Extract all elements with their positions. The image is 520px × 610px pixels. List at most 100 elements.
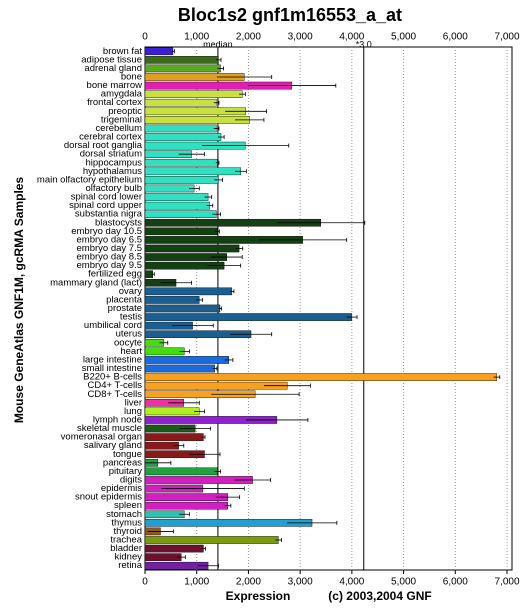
- y-tick-label: bone: [121, 72, 142, 83]
- bar: [144, 210, 217, 218]
- y-tick-label: embryo day 6.5: [77, 234, 142, 245]
- y-tick-label: spleen: [114, 500, 142, 511]
- y-tick-label: adrenal gland: [84, 63, 142, 74]
- bar: [144, 64, 221, 73]
- y-tick-label: spinal cord upper: [69, 200, 142, 211]
- y-tick-label: heart: [120, 346, 142, 357]
- bar: [144, 133, 222, 141]
- x-tick-label-top: 6,000: [443, 32, 468, 43]
- x-tick-label-top: 4,000: [339, 32, 364, 43]
- y-tick-label: substantia nigra: [75, 209, 143, 220]
- x-tick-label: 5,000: [391, 577, 416, 588]
- y-tick-label: embryo day 9.5: [77, 260, 142, 271]
- y-tick-label: pituitary: [109, 466, 143, 477]
- bar: [144, 184, 195, 193]
- x-tick-label: 1,000: [184, 577, 209, 588]
- y-tick-label: hypothalamus: [83, 166, 142, 177]
- bar: [144, 47, 174, 56]
- y-tick-label: cerebral cortex: [79, 132, 142, 143]
- y-tick-label: trigeminal: [101, 114, 142, 125]
- y-tick-label: preoptic: [108, 106, 142, 117]
- bar: [144, 124, 217, 133]
- x-tick-label-top: 3,000: [288, 32, 313, 43]
- bar: [144, 296, 200, 304]
- bar: [144, 519, 313, 527]
- y-tick-label: bone marrow: [87, 80, 143, 91]
- y-tick-label: hippocampus: [85, 157, 142, 168]
- bar: [144, 356, 229, 364]
- y-tick-label: cerebellum: [96, 123, 143, 134]
- bar: [144, 227, 218, 236]
- y-tick-label: dorsal striatum: [80, 149, 142, 160]
- y-tick-label: spinal cord lower: [71, 192, 142, 203]
- y-tick-label: kidney: [115, 552, 143, 563]
- bar: [144, 116, 250, 124]
- bar: [144, 544, 204, 553]
- x-tick-label-top: 0: [142, 32, 148, 43]
- bar: [144, 176, 219, 184]
- y-tick-label: adipose tissue: [81, 54, 142, 65]
- bar: [144, 373, 497, 381]
- y-tick-label: vomeronasal organ: [61, 432, 142, 443]
- y-tick-label: fertilized egg: [88, 269, 142, 280]
- y-tick-label: mammary gland (lact): [50, 277, 142, 288]
- y-tick-label: trachea: [110, 535, 142, 546]
- x-tick-label: 0: [142, 577, 148, 588]
- y-tick-label: B220+ B-cells: [83, 372, 142, 383]
- y-tick-label: CD4+ T-cells: [88, 380, 143, 391]
- bar: [144, 433, 204, 441]
- y-tick-label: large intestine: [83, 354, 142, 365]
- bar: [144, 364, 216, 373]
- y-tick-label: blastocysts: [95, 217, 142, 228]
- bar: [144, 510, 185, 519]
- bar: [144, 90, 243, 98]
- y-tick-label: CD8+ T-cells: [88, 389, 143, 400]
- y-tick-label: ovary: [119, 286, 142, 297]
- y-tick-label: salivary gland: [84, 440, 142, 451]
- x-tick-label: 3,000: [288, 577, 313, 588]
- y-tick-label: snout epidermis: [75, 492, 142, 503]
- y-axis-title: Mouse GeneAtlas GNF1M, gcRMA Samples: [12, 177, 26, 424]
- bar: [144, 407, 200, 416]
- x-tick-label-top: 5,000: [391, 32, 416, 43]
- bar: [144, 493, 228, 501]
- x-tick-label-top: 1,000: [184, 32, 209, 43]
- x-axis-title: Expression: [226, 589, 291, 603]
- y-tick-label: placenta: [106, 294, 143, 305]
- bar: [144, 313, 353, 321]
- y-tick-label: amygdala: [101, 89, 143, 100]
- y-tick-label: tongue: [113, 449, 142, 460]
- y-tick-label: brown fat: [103, 46, 142, 57]
- y-tick-label: thyroid: [113, 526, 142, 537]
- y-tick-label: stomach: [106, 509, 142, 520]
- x-tick-label: 4,000: [339, 577, 364, 588]
- y-tick-label: bladder: [110, 543, 142, 554]
- x-tick-label-top: 7,000: [494, 32, 519, 43]
- bar: [144, 536, 279, 544]
- y-tick-label: umbilical cord: [84, 320, 142, 331]
- bar: [144, 501, 228, 510]
- bar: [144, 56, 219, 64]
- bar: [144, 98, 217, 107]
- y-tick-label: oocyte: [114, 337, 142, 348]
- chart-title: Bloc1s2 gnf1m16553_a_at: [178, 5, 402, 25]
- x-tick-label: 6,000: [443, 577, 468, 588]
- bar: [144, 167, 241, 176]
- y-tick-label: thymus: [111, 517, 142, 528]
- x-tick-label-top: 2,000: [236, 32, 261, 43]
- y-tick-label: skeletal muscle: [77, 423, 142, 434]
- reference-label: median: [203, 39, 233, 49]
- bar: [144, 201, 210, 210]
- bar: [144, 193, 209, 201]
- y-tick-label: retina: [118, 560, 142, 571]
- y-tick-label: embryo day 10.5: [71, 226, 142, 237]
- y-tick-label: pancreas: [103, 457, 142, 468]
- bar: [144, 347, 185, 356]
- reference-label: *3.0: [356, 39, 372, 49]
- y-tick-label: prostate: [108, 303, 142, 314]
- bar: [144, 158, 218, 167]
- credit: (c) 2003,2004 GNF: [328, 589, 431, 603]
- y-tick-label: olfactory bulb: [85, 183, 142, 194]
